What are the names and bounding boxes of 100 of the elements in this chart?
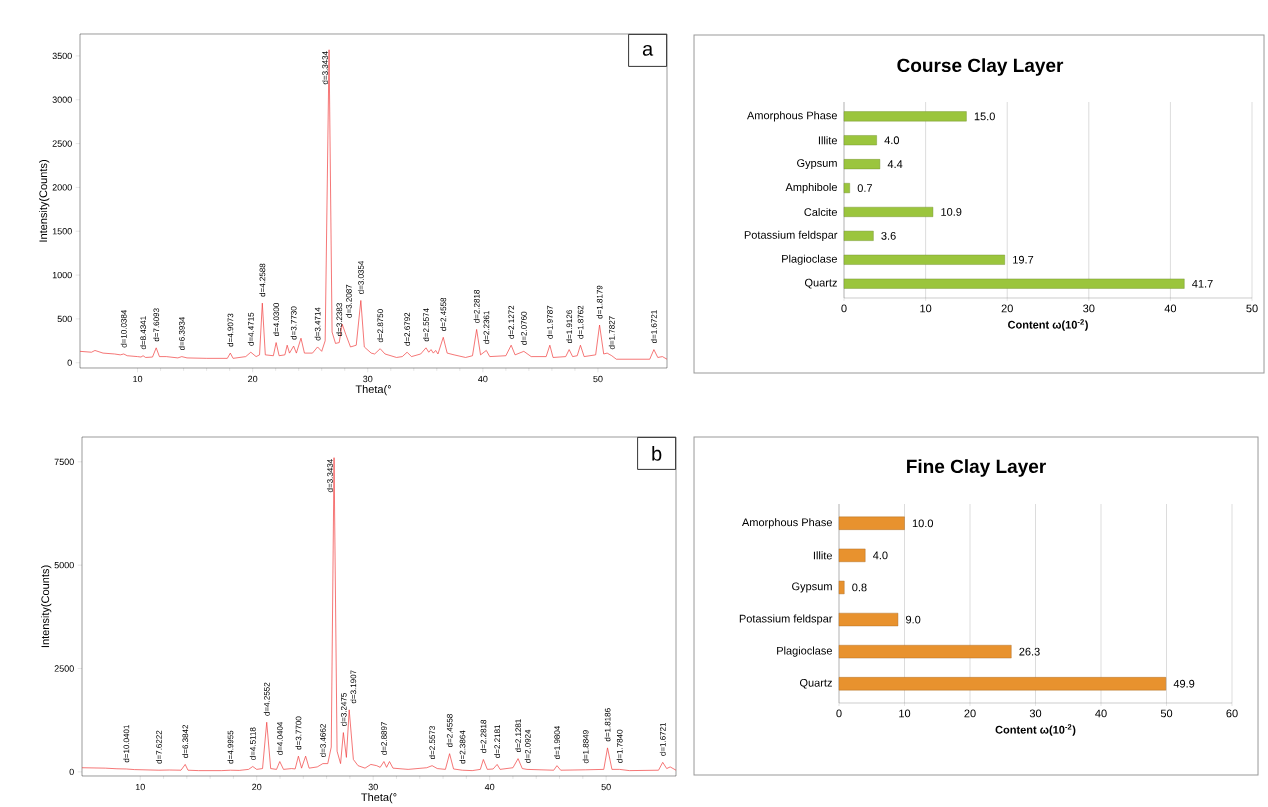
y-tick-label: Illite	[818, 136, 837, 145]
annotation: d=8.4341	[140, 316, 147, 350]
data-label: 4.0	[884, 136, 900, 145]
annotation: d=1.9804	[554, 726, 560, 760]
bar	[843, 183, 850, 194]
annotation: d=2.1272	[508, 305, 515, 339]
annotation: d=2.2361	[483, 311, 490, 344]
x-tick-label: 50	[593, 375, 603, 383]
y-tick-label: Gypsum	[797, 159, 837, 170]
bar	[838, 645, 1012, 659]
x-tick-label: 20	[248, 375, 258, 383]
y-tick-label: Calcite	[804, 207, 837, 216]
annotation: d=2.5573	[429, 726, 436, 760]
y-tick-label: 0	[67, 359, 72, 366]
y-tick-label: 1500	[52, 228, 72, 235]
bar	[843, 254, 1005, 265]
annotation: d=1.8179	[596, 285, 603, 319]
annotation: d=3.7730	[290, 306, 297, 340]
annotation: d=1.6721	[650, 310, 657, 344]
y-tick-label: 3000	[52, 96, 72, 103]
bar	[843, 135, 877, 146]
annotation: d=3.0354	[357, 260, 364, 294]
y-tick-label: Illite	[813, 551, 832, 560]
x-tick-label: 20	[1001, 304, 1013, 313]
annotation: d=1.8762	[577, 305, 584, 339]
annotation: d=4.0300	[273, 303, 280, 337]
annotation: d=3.2383	[336, 303, 343, 337]
annotation: b	[652, 446, 662, 461]
chart-title: Course Clay Layer	[897, 58, 1064, 76]
annotation: d=2.8750	[377, 309, 384, 343]
data-label: 15.0	[974, 112, 995, 121]
annotation: d=2.1281	[515, 719, 522, 753]
annotation: d=2.3864	[459, 730, 466, 764]
bar	[843, 278, 1185, 289]
annotation: d=2.6792	[404, 312, 411, 346]
data-label: 41.7	[1192, 279, 1213, 288]
y-axis-title: Intensity(Counts)	[41, 565, 52, 648]
y-tick-label: Plagioclase	[777, 646, 832, 657]
bar	[838, 580, 845, 595]
annotation: d=2.0760	[520, 311, 527, 345]
bar	[838, 548, 866, 562]
x-tick-label: 50	[601, 783, 611, 791]
y-tick-label: Quartz	[804, 278, 837, 289]
bar	[843, 159, 881, 170]
data-label: 19.7	[1013, 255, 1034, 264]
x-tick-label: 50	[1160, 709, 1173, 718]
x-tick-label: 40	[484, 783, 495, 791]
y-tick-label: 7500	[54, 458, 74, 465]
annotation: d=2.0924	[524, 729, 531, 763]
y-tick-label: 0	[69, 768, 74, 776]
x-tick-label: 30	[1083, 304, 1095, 313]
x-tick-label: 10	[135, 783, 145, 791]
y-tick-label: 500	[57, 315, 72, 323]
y-tick-label: 1000	[52, 271, 72, 279]
annotation: d=2.2818	[480, 719, 487, 753]
x-tick-label: 50	[1246, 304, 1258, 313]
annotation: d=1.9126	[566, 310, 573, 344]
annotation: d=7.6093	[153, 308, 160, 342]
x-tick-label: 20	[252, 783, 262, 791]
annotation: d=3.3434	[322, 51, 328, 85]
x-axis-title: Theta(°	[361, 793, 397, 804]
annotation: d=7.6222	[155, 730, 162, 764]
data-label: 4.4	[887, 160, 903, 168]
annotation: d=10.0384	[120, 309, 127, 348]
annotation: d=4.9073	[227, 313, 234, 347]
annotation: d=1.9787	[546, 305, 553, 339]
annotation: d=2.8897	[380, 722, 387, 755]
x-tick-label: 0	[841, 304, 847, 313]
annotation: d=4.4715	[247, 312, 254, 346]
annotation: d=1.6721	[659, 722, 666, 756]
x-axis-title: Content ω(10$^{-2}$)	[1008, 319, 1088, 331]
annotation: d=2.2181	[494, 724, 501, 758]
y-tick-label: Gypsum	[792, 582, 832, 593]
y-tick-label: 2000	[52, 184, 72, 191]
annotation: d=3.7700	[295, 716, 302, 750]
x-tick-label: 30	[363, 375, 373, 383]
annotation: d=2.4558	[440, 297, 447, 331]
chart-title: Fine Clay Layer	[907, 459, 1046, 477]
annotation: d=4.2552	[263, 682, 270, 716]
data-label: 26.3	[1019, 647, 1040, 656]
annotation: d=2.5574	[423, 308, 429, 342]
data-label: 10.0	[912, 519, 934, 528]
x-tick-label: 40	[1095, 709, 1107, 718]
bar	[843, 230, 874, 241]
bar	[838, 516, 905, 530]
annotation: d=4.9955	[227, 730, 234, 764]
annotation: d=1.7840	[616, 729, 623, 763]
x-tick-label: 40	[1164, 304, 1177, 313]
y-tick-label: 3500	[52, 52, 72, 60]
data-label: 0.8	[852, 583, 867, 592]
annotation: d=10.0401	[123, 725, 130, 763]
annotation: d=1.7827	[608, 316, 615, 350]
y-tick-label: 2500	[54, 665, 74, 672]
x-tick-label: 10	[899, 709, 911, 718]
x-tick-label: 20	[964, 709, 976, 718]
data-label: 3.6	[881, 231, 896, 240]
annotation: d=3.2087	[345, 284, 352, 318]
y-tick-label: Amphibole	[785, 182, 837, 194]
data-label: 9.0	[906, 615, 921, 624]
annotation: a	[642, 44, 654, 56]
